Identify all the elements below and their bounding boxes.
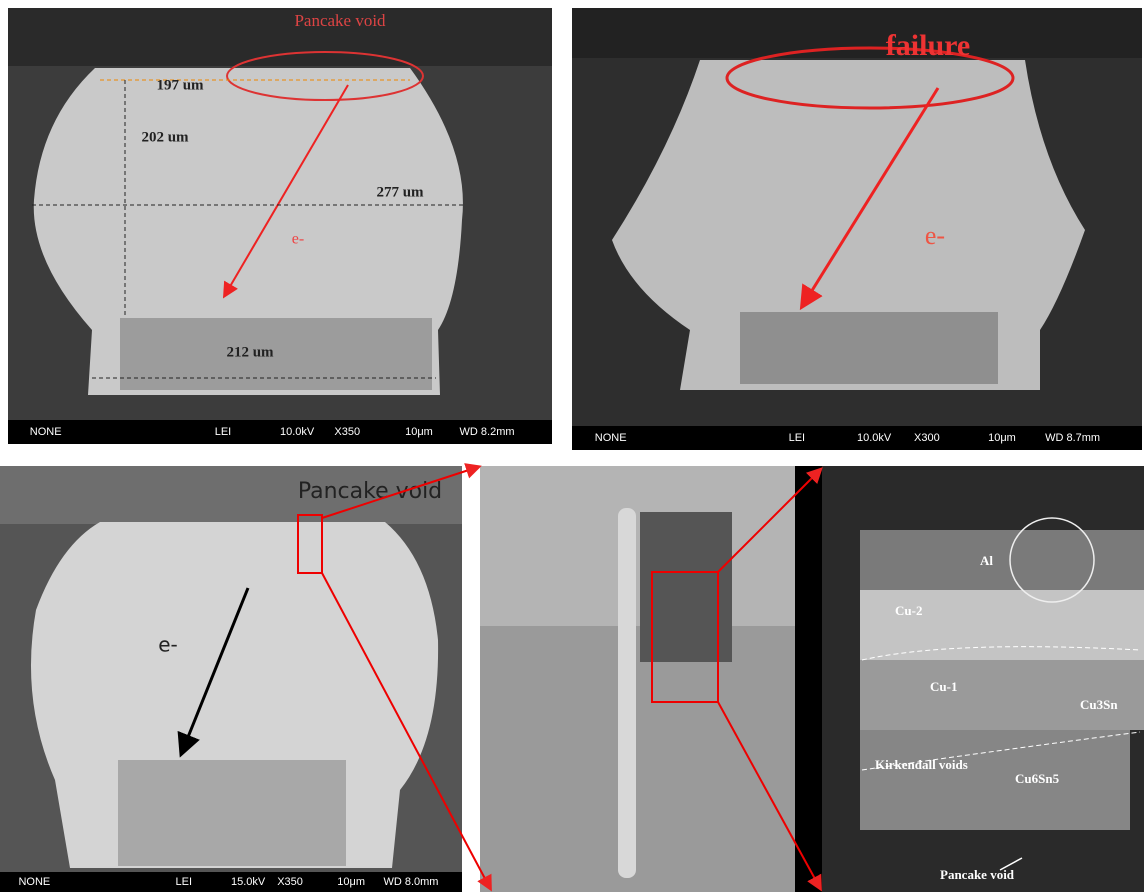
info-bar-text: WD 8.0mm: [383, 876, 438, 888]
info-bar-text: NONE: [30, 426, 62, 438]
annotation: failure: [886, 29, 970, 62]
pad: [120, 318, 432, 390]
electron-label: e-: [292, 231, 304, 248]
info-bar-text: WD 8.7mm: [1045, 432, 1100, 444]
info-bar-text: 10.0kV: [857, 432, 892, 444]
info-bar-text: 10μm: [405, 426, 433, 438]
info-bar-text: X300: [914, 432, 940, 444]
imc-layer: [860, 730, 1130, 830]
electron-label: e-: [925, 221, 945, 250]
info-bar-text: 10μm: [337, 876, 365, 888]
scale-sidebar: [795, 466, 822, 892]
cu-layer: [860, 590, 1144, 660]
chip: [572, 8, 1142, 58]
dimension: 212 um: [226, 344, 274, 360]
annotation: Pancake void: [294, 11, 386, 30]
layer-label: Kirkendall voids: [875, 757, 968, 772]
cu-layer: [860, 660, 1144, 730]
electron-label: e-: [158, 633, 178, 657]
info-bar-text: X350: [277, 876, 303, 888]
info-bar-text: NONE: [595, 432, 627, 444]
info-bar-text: LEI: [215, 426, 232, 438]
dimension: 197 um: [156, 77, 204, 93]
chip: [8, 8, 552, 66]
dimension: 202 um: [141, 129, 189, 145]
info-bar-text: LEI: [176, 876, 193, 888]
al-layer: [860, 530, 1144, 590]
sem-panel-top-right: failure e-: [572, 8, 1142, 450]
sem-panel-top-left: Pancake void 197 um 202 um 277 um 212 um…: [8, 8, 552, 444]
info-bar-text: 10μm: [988, 432, 1016, 444]
info-bar-text: 15.0kV: [231, 876, 266, 888]
info-bar-text: LEI: [789, 432, 806, 444]
upper-layer: [480, 466, 795, 626]
info-bar-text: 10.0kV: [280, 426, 315, 438]
layer-label: Al: [980, 553, 993, 568]
figure: Pancake void 197 um 202 um 277 um 212 um…: [0, 0, 1144, 892]
pad: [118, 760, 346, 866]
sem-panel-zoom: [480, 466, 822, 892]
info-bar-text: X350: [334, 426, 360, 438]
info-bar-text: WD 8.2mm: [460, 426, 515, 438]
annotation: Pancake void: [298, 479, 442, 504]
layer-label: Cu6Sn5: [1015, 771, 1060, 786]
dimension: 277 um: [376, 184, 424, 200]
layer-label: Cu3Sn: [1080, 697, 1118, 712]
fib-wall: [618, 508, 636, 878]
layer-label: Cu-1: [930, 679, 957, 694]
layer-label: Cu-2: [895, 603, 922, 618]
pad: [740, 312, 998, 384]
sem-panel-bottom-right: Al Cu-2 Cu-1 Cu3Sn Kirkendall voids Cu6S…: [822, 466, 1144, 892]
sem-panel-bottom-left: Pancake void e-: [0, 466, 462, 892]
info-bar-text: NONE: [18, 876, 50, 888]
layer-label: Pancake void: [940, 867, 1015, 882]
